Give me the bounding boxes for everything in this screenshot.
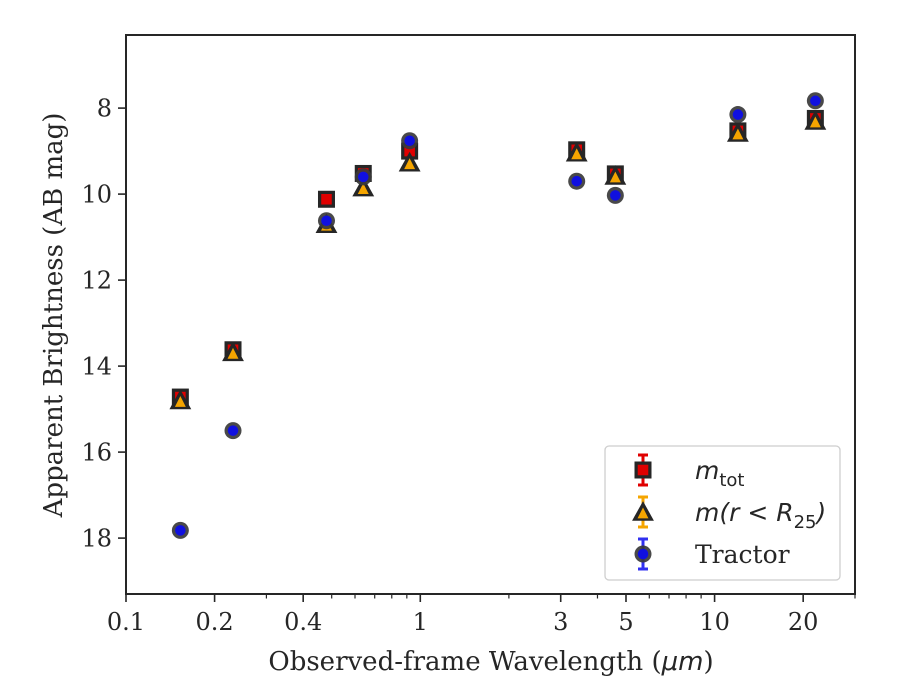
triangle-marker-fill [571, 148, 583, 160]
triangle-marker-fill [174, 396, 186, 407]
data-point [354, 168, 372, 186]
x-tick-label: 20 [788, 608, 819, 636]
circle-marker-fill [810, 95, 821, 107]
data-point [604, 165, 627, 185]
x-tick-label: 5 [618, 608, 633, 636]
data-layer [169, 92, 827, 539]
legend-math-main: m [695, 456, 719, 485]
x-tick-label: 0.2 [196, 608, 234, 636]
legend-subscript: 25 [794, 512, 817, 533]
circle-marker-fill [610, 190, 621, 201]
data-point [171, 521, 189, 539]
data-point [568, 172, 586, 190]
legend-math-paren: (r < R [719, 498, 793, 527]
square-marker-fill [404, 145, 415, 157]
triangle-marker-fill [404, 158, 416, 170]
circle-marker-fill [357, 171, 369, 183]
y-tick-label: 16 [81, 439, 112, 467]
triangle-marker-fill [732, 128, 744, 140]
legend-math-close: ) [815, 498, 827, 527]
legend-label: m(r < R25) [695, 498, 826, 533]
data-point [401, 132, 419, 150]
x-axis-label: Observed-frame Wavelength (μm) [268, 647, 713, 677]
y-tick-label: 10 [81, 181, 112, 209]
triangle-marker-fill [227, 347, 239, 359]
y-axis-label: Apparent Brightness (AB mag) [39, 113, 69, 519]
y-tick-label: 8 [97, 95, 112, 123]
data-point [222, 341, 244, 362]
square-marker-fill [637, 464, 649, 476]
circle-marker-fill [321, 215, 332, 227]
legend-subscript: tot [719, 470, 744, 491]
legend-marker [634, 461, 652, 479]
legend-box [604, 445, 841, 581]
x-tick-label: 3 [553, 608, 568, 636]
circle-marker-fill [227, 425, 239, 436]
triangle-marker-fill [609, 171, 621, 183]
x-tick-label: 0.4 [284, 608, 322, 636]
legend-item-triangle: m(r < R25) [632, 495, 826, 533]
data-point [352, 176, 375, 197]
x-tick-label: 1 [413, 608, 428, 636]
triangle-marker-fill [637, 507, 649, 519]
legend-marker [634, 545, 652, 563]
circle-marker-fill [404, 135, 415, 147]
triangle-marker-fill [357, 183, 369, 195]
data-point [729, 106, 747, 124]
x-tick-label: 0.1 [107, 608, 145, 636]
axes-layer: 0.1 0.2 0.4 1 3 5 10 20 8 10 12 14 16 18 [81, 34, 856, 636]
data-point [606, 186, 624, 204]
y-tick-label: 14 [81, 353, 112, 381]
circle-marker-fill [637, 548, 649, 560]
circle-marker-fill [571, 175, 582, 187]
legend-item-square: mtot [634, 453, 745, 491]
square-marker-fill [321, 193, 332, 205]
data-point [565, 141, 588, 162]
legend-item-circle: Tractor [634, 537, 790, 571]
x-tick-label: 10 [699, 608, 730, 636]
data-point [317, 190, 335, 208]
data-point [806, 92, 824, 110]
triangle-marker-fill [809, 116, 821, 128]
data-point [398, 151, 421, 172]
data-point [169, 389, 192, 410]
circle-marker-fill [732, 109, 744, 120]
y-tick-label: 18 [81, 525, 112, 553]
y-tick-label: 12 [81, 267, 112, 295]
legend-label: mtot [695, 456, 745, 491]
legend-marker [632, 501, 654, 521]
series-circle [171, 92, 824, 539]
data-point [224, 422, 242, 440]
data-point [317, 212, 335, 230]
legend-label: Tractor [695, 540, 790, 569]
circle-marker-fill [175, 525, 186, 536]
axes-frame [125, 34, 856, 595]
data-point [804, 110, 827, 130]
data-point [726, 122, 749, 142]
legend-math-main: m [695, 498, 719, 527]
